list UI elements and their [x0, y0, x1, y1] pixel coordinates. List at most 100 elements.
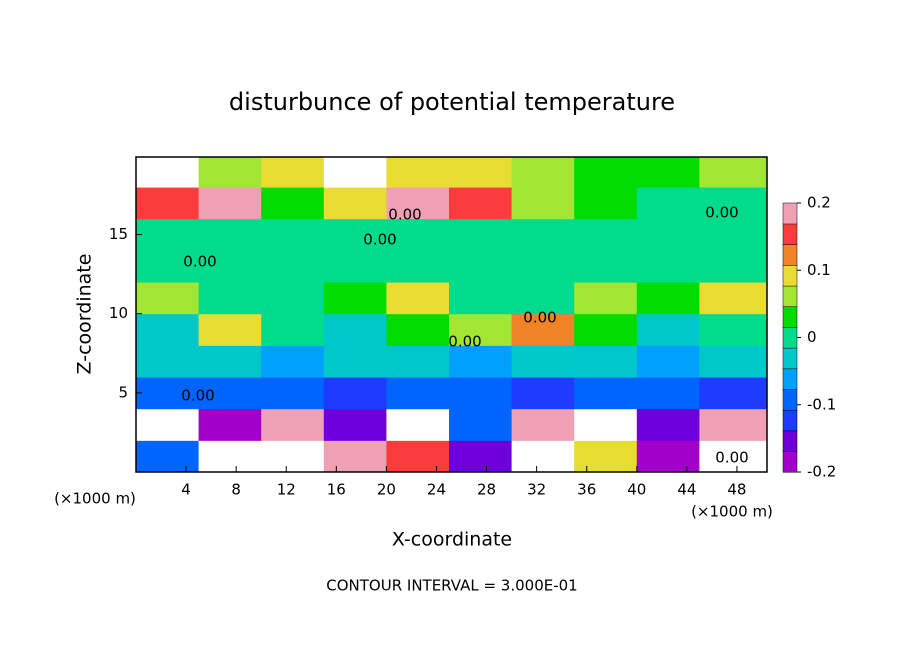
heatmap-cell	[448, 187, 513, 220]
heatmap-cell	[699, 377, 768, 410]
heatmap-cell	[261, 313, 325, 346]
colorbar-swatch	[782, 326, 798, 349]
plot-frame	[135, 156, 768, 473]
x-tick-label: 20	[377, 481, 396, 499]
heatmap-cell	[136, 157, 200, 188]
heatmap-cell	[636, 157, 700, 188]
colorbar-tick-label: -0.2	[807, 463, 836, 481]
colorbar-swatch	[782, 388, 798, 411]
heatmap-cell	[198, 187, 262, 220]
contour-label: 0.00	[363, 231, 396, 249]
heatmap-cell	[136, 218, 200, 251]
heatmap-cell	[699, 218, 768, 251]
heatmap-cell	[448, 345, 513, 378]
x-unit: (×1000 m)	[691, 503, 773, 521]
heatmap-cell	[198, 440, 262, 473]
heatmap-cell	[574, 313, 638, 346]
heatmap-cell	[386, 250, 450, 283]
heatmap-cell	[198, 377, 262, 410]
colorbar-swatch	[782, 223, 798, 245]
heatmap-cell	[261, 250, 325, 283]
heatmap-cell	[136, 282, 200, 315]
heatmap-cell	[699, 440, 768, 473]
heatmap-cell	[636, 218, 700, 251]
heatmap-cell	[136, 187, 200, 220]
x-tick-label: 36	[577, 481, 596, 499]
heatmap-cell	[699, 250, 768, 283]
heatmap-cell	[574, 282, 638, 315]
heatmap-cell	[574, 345, 638, 378]
heatmap-cell	[198, 218, 262, 251]
heatmap-cell	[699, 187, 768, 220]
heatmap-cell	[511, 282, 575, 315]
heatmap-cell	[386, 377, 450, 410]
heatmap-cell	[323, 377, 387, 410]
heatmap-cell	[511, 377, 575, 410]
heatmap-cell	[198, 408, 262, 441]
heatmap-cell	[261, 282, 325, 315]
heatmap-cell	[323, 187, 387, 220]
colorbar-swatch	[782, 264, 798, 287]
x-tick-label: 8	[231, 481, 241, 499]
colorbar-swatch	[782, 202, 798, 225]
colorbar-tick-label: 0.1	[807, 261, 831, 279]
heatmap-cell	[261, 218, 325, 251]
contour-label: 0.00	[448, 333, 481, 351]
colorbar-tick-label: -0.1	[807, 395, 836, 413]
heatmap-cell	[323, 157, 387, 188]
heatmap-cell	[511, 345, 575, 378]
heatmap-cell	[386, 282, 450, 315]
x-tick-label: 24	[427, 481, 446, 499]
heatmap-cell	[198, 282, 262, 315]
heatmap-cell	[636, 440, 700, 473]
colorbar-tick-label: 0	[807, 328, 817, 346]
heatmap-cell	[323, 250, 387, 283]
colorbar-swatch	[782, 430, 798, 452]
y-axis-label: Z-coordinate	[74, 254, 96, 375]
heatmap-cell	[636, 187, 700, 220]
heatmap-cell	[636, 408, 700, 441]
heatmap-cell	[574, 250, 638, 283]
heatmap-cell	[448, 250, 513, 283]
x-tick-label: 48	[727, 481, 746, 499]
heatmap-cell	[511, 250, 575, 283]
heatmap-cell	[448, 408, 513, 441]
heatmap-cell	[574, 408, 638, 441]
colorbar-swatch	[782, 347, 798, 370]
contour-label: 0.00	[181, 387, 214, 405]
heatmap-cell	[136, 250, 200, 283]
x-tick-label: 32	[527, 481, 546, 499]
heatmap-cell	[636, 313, 700, 346]
heatmap-cell	[511, 157, 575, 188]
heatmap-cell	[198, 250, 262, 283]
heatmap-cell	[198, 313, 262, 346]
heatmap-cell	[386, 313, 450, 346]
heatmap-cell	[574, 218, 638, 251]
x-unit: (×1000 m)	[54, 490, 136, 508]
heatmap-cell	[386, 187, 450, 220]
footnote: CONTOUR INTERVAL = 3.000E-01	[326, 577, 577, 595]
heatmap-cell	[699, 157, 768, 188]
heatmap-cell	[386, 218, 450, 251]
heatmap-cell	[136, 377, 200, 410]
heatmap-cell	[574, 377, 638, 410]
heatmap-cell	[261, 440, 325, 473]
heatmap-cell	[636, 250, 700, 283]
heatmap-cell	[448, 218, 513, 251]
contour-label: 0.00	[388, 206, 421, 224]
heatmap-cell	[448, 157, 513, 188]
heatmap-cell	[386, 408, 450, 441]
heatmap-cell	[636, 282, 700, 315]
colorbar-swatch	[782, 285, 798, 308]
heatmap-cell	[198, 345, 262, 378]
heatmap-cell	[386, 345, 450, 378]
colorbar-swatch	[782, 368, 798, 390]
x-axis-label: X-coordinate	[392, 529, 512, 551]
heatmap-cell	[323, 440, 387, 473]
y-tick-label: 15	[109, 225, 128, 243]
heatmap-cell	[574, 187, 638, 220]
heatmap-cell	[386, 440, 450, 473]
heatmap-cell	[261, 187, 325, 220]
heatmap-cell	[323, 345, 387, 378]
heatmap-cell	[511, 313, 575, 346]
